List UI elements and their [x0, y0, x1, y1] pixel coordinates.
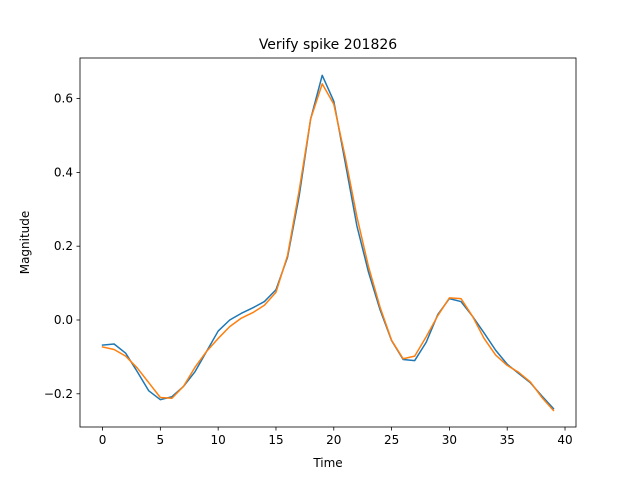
x-tick-label: 0 — [99, 433, 107, 447]
x-tick-label: 15 — [268, 433, 283, 447]
plot-frame — [79, 57, 577, 428]
x-tick-label: 25 — [384, 433, 399, 447]
y-axis-label: Magnitude — [18, 211, 32, 275]
y-tick-label: 0.0 — [54, 313, 73, 327]
x-tick-label: 10 — [211, 433, 226, 447]
x-tick-label: 30 — [442, 433, 457, 447]
y-tick-label: 0.2 — [54, 239, 73, 253]
x-axis: 0 5 10 15 20 25 30 35 40 — [99, 427, 573, 447]
series-layer — [101, 74, 555, 412]
x-tick-label: 35 — [500, 433, 515, 447]
x-tick-label: 5 — [157, 433, 165, 447]
y-axis: −0.2 0.0 0.2 0.4 0.6 — [44, 92, 80, 401]
series-2-line — [101, 83, 555, 412]
x-tick-label: 40 — [557, 433, 572, 447]
chart-title: Verify spike 201826 — [259, 37, 397, 53]
y-tick-label: −0.2 — [44, 387, 73, 401]
y-tick-label: 0.6 — [54, 92, 73, 106]
x-axis-label: Time — [312, 456, 342, 470]
x-tick-label: 20 — [326, 433, 341, 447]
y-tick-label: 0.4 — [54, 165, 73, 179]
